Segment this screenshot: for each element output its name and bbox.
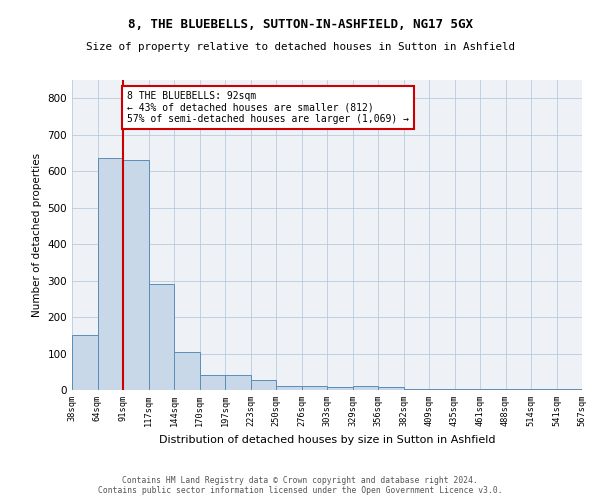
Bar — [353, 386, 378, 390]
Bar — [302, 386, 327, 390]
Bar — [199, 374, 225, 390]
Bar — [97, 158, 123, 390]
Text: Contains HM Land Registry data © Crown copyright and database right 2024.
Contai: Contains HM Land Registry data © Crown c… — [98, 476, 502, 495]
Text: 8 THE BLUEBELLS: 92sqm
← 43% of detached houses are smaller (812)
57% of semi-de: 8 THE BLUEBELLS: 92sqm ← 43% of detached… — [127, 91, 409, 124]
Bar — [149, 284, 174, 390]
Bar — [327, 388, 353, 390]
Bar — [174, 352, 199, 390]
Bar — [225, 374, 251, 390]
Text: Size of property relative to detached houses in Sutton in Ashfield: Size of property relative to detached ho… — [86, 42, 515, 52]
Bar — [276, 386, 302, 390]
Y-axis label: Number of detached properties: Number of detached properties — [32, 153, 42, 317]
Bar — [123, 160, 149, 390]
Bar — [72, 336, 97, 390]
X-axis label: Distribution of detached houses by size in Sutton in Ashfield: Distribution of detached houses by size … — [159, 434, 495, 444]
Bar — [378, 388, 404, 390]
Bar — [429, 389, 455, 390]
Bar — [251, 380, 276, 390]
Bar — [404, 389, 429, 390]
Text: 8, THE BLUEBELLS, SUTTON-IN-ASHFIELD, NG17 5GX: 8, THE BLUEBELLS, SUTTON-IN-ASHFIELD, NG… — [128, 18, 473, 30]
